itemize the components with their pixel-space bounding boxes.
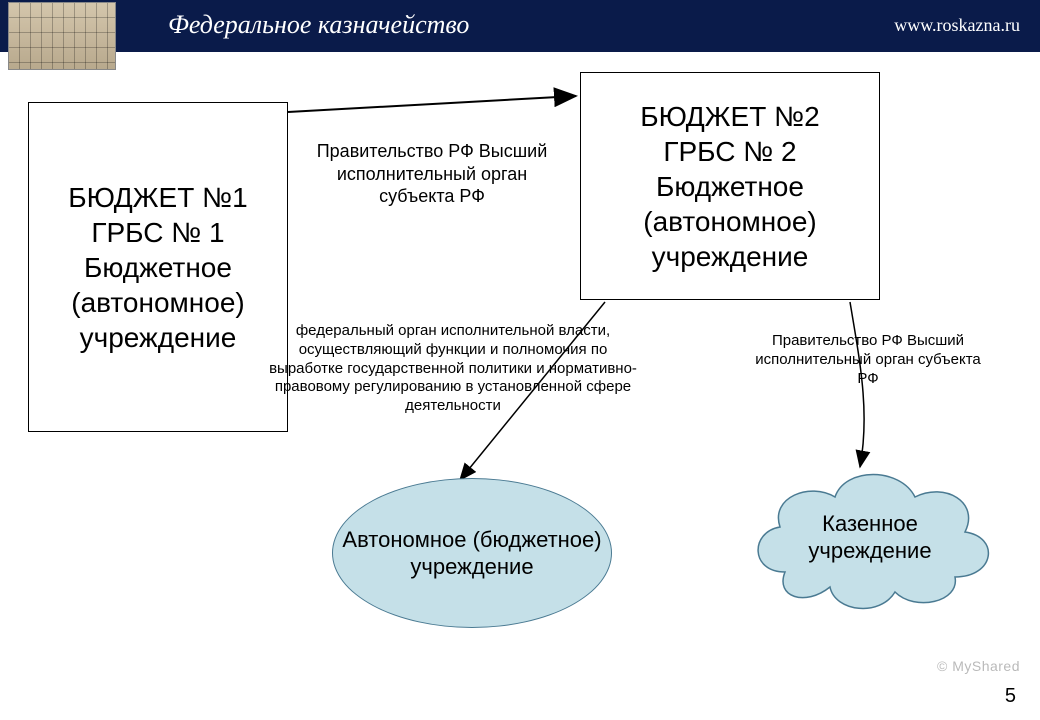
node-state-institution: Казенное учреждение xyxy=(740,452,1000,622)
header: Федеральное казначейство www.roskazna.ru xyxy=(0,0,1040,72)
page-number: 5 xyxy=(1005,685,1016,708)
diagram-canvas: БЮДЖЕТ №1ГРБС № 1Бюджетное (автономное) … xyxy=(0,72,1040,720)
node-budget-2: БЮДЖЕТ №2ГРБС № 2Бюджетное (автономное) … xyxy=(580,72,880,300)
node-budget-1-text: БЮДЖЕТ №1ГРБС № 1Бюджетное (автономное) … xyxy=(39,180,277,355)
header-bg xyxy=(0,0,1040,52)
node-budget-2-text: БЮДЖЕТ №2ГРБС № 2Бюджетное (автономное) … xyxy=(591,99,869,274)
building-image xyxy=(8,2,116,70)
header-title: Федеральное казначейство xyxy=(168,10,469,40)
edge-box1-box2 xyxy=(288,96,576,112)
node-autonomous-institution-text: Автономное (бюджетное) учреждение xyxy=(333,526,611,581)
node-autonomous-institution: Автономное (бюджетное) учреждение xyxy=(332,478,612,628)
label-government-1: Правительство РФ Высший исполнительный о… xyxy=(302,140,562,208)
node-budget-1: БЮДЖЕТ №1ГРБС № 1Бюджетное (автономное) … xyxy=(28,102,288,432)
label-government-2: Правительство РФ Высший исполнительный о… xyxy=(748,332,988,388)
header-url: www.roskazna.ru xyxy=(894,15,1020,36)
node-state-institution-text: Казенное учреждение xyxy=(780,510,960,565)
label-federal-body: федеральный орган исполнительной власти,… xyxy=(268,322,638,416)
watermark: © MyShared xyxy=(937,658,1020,674)
